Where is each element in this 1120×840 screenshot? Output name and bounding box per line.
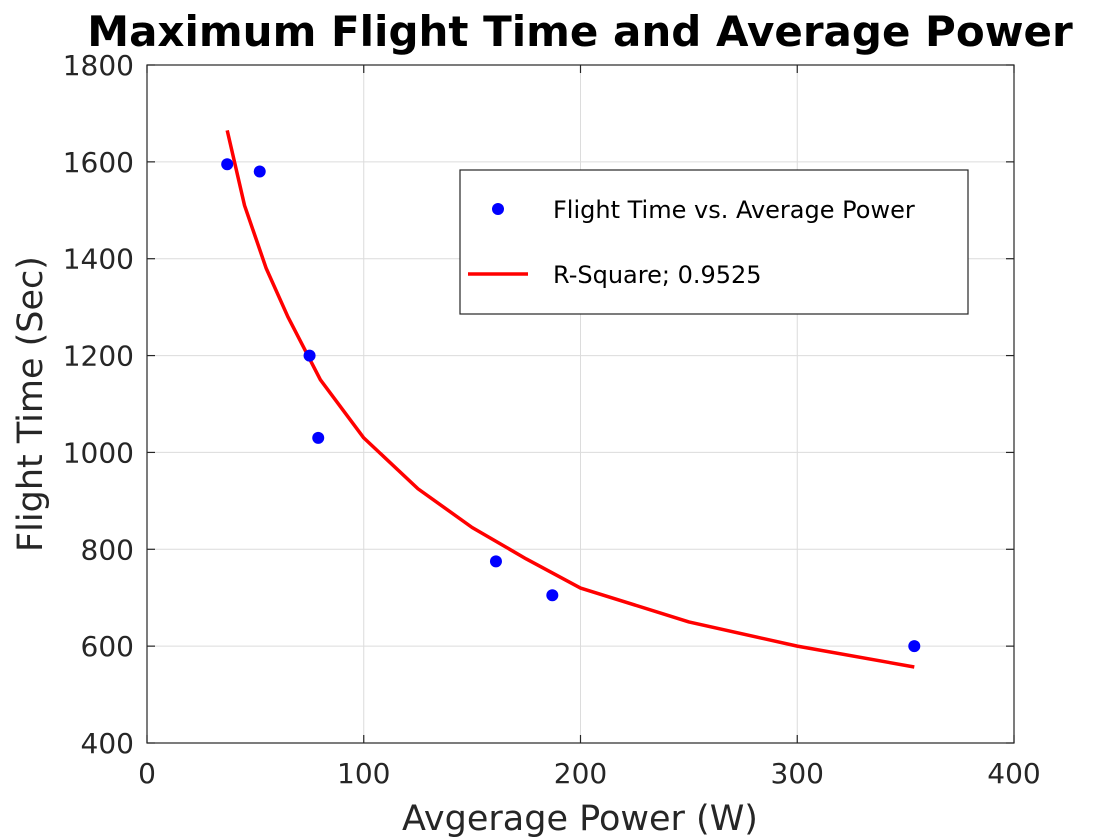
legend-item-fit: R-Square; 0.9525 <box>553 261 762 289</box>
x-tick-label: 100 <box>337 757 390 790</box>
scatter-point <box>253 165 266 178</box>
y-tick-label: 1600 <box>63 146 134 179</box>
legend-item-scatter: Flight Time vs. Average Power <box>553 196 915 224</box>
scatter-point <box>303 349 316 362</box>
y-tick-label: 1400 <box>63 243 134 276</box>
x-tick-label: 0 <box>138 757 156 790</box>
chart-title: Maximum Flight Time and Average Power <box>87 7 1073 56</box>
legend: Flight Time vs. Average Power R-Square; … <box>459 169 969 315</box>
scatter-point <box>546 589 559 602</box>
y-tick-label: 800 <box>81 533 134 566</box>
y-tick-label: 600 <box>81 630 134 663</box>
legend-scatter-marker <box>492 203 504 215</box>
y-tick-label: 1000 <box>63 436 134 469</box>
scatter-point <box>908 640 921 653</box>
fit-layer <box>225 129 915 669</box>
y-tick-label: 400 <box>81 727 134 760</box>
y-axis-label: Flight Time (Sec) <box>11 256 51 552</box>
y-tick-label: 1800 <box>63 49 134 82</box>
tick-layer: 0 100 200 300 400 400 600 800 1000 1200 1400 1600 18… <box>63 49 1041 790</box>
scatter-point <box>489 555 502 568</box>
fit-curve-line <box>225 129 915 669</box>
scatter-point <box>312 431 325 444</box>
point-layer <box>221 158 921 653</box>
legend-box <box>459 169 969 315</box>
y-tick-label: 1200 <box>63 340 134 373</box>
scatter-point <box>221 158 234 171</box>
x-tick-label: 400 <box>987 757 1040 790</box>
x-tick-label: 300 <box>771 757 824 790</box>
x-tick-label: 200 <box>554 757 607 790</box>
x-axis-label: Avgerage Power (W) <box>402 799 758 839</box>
